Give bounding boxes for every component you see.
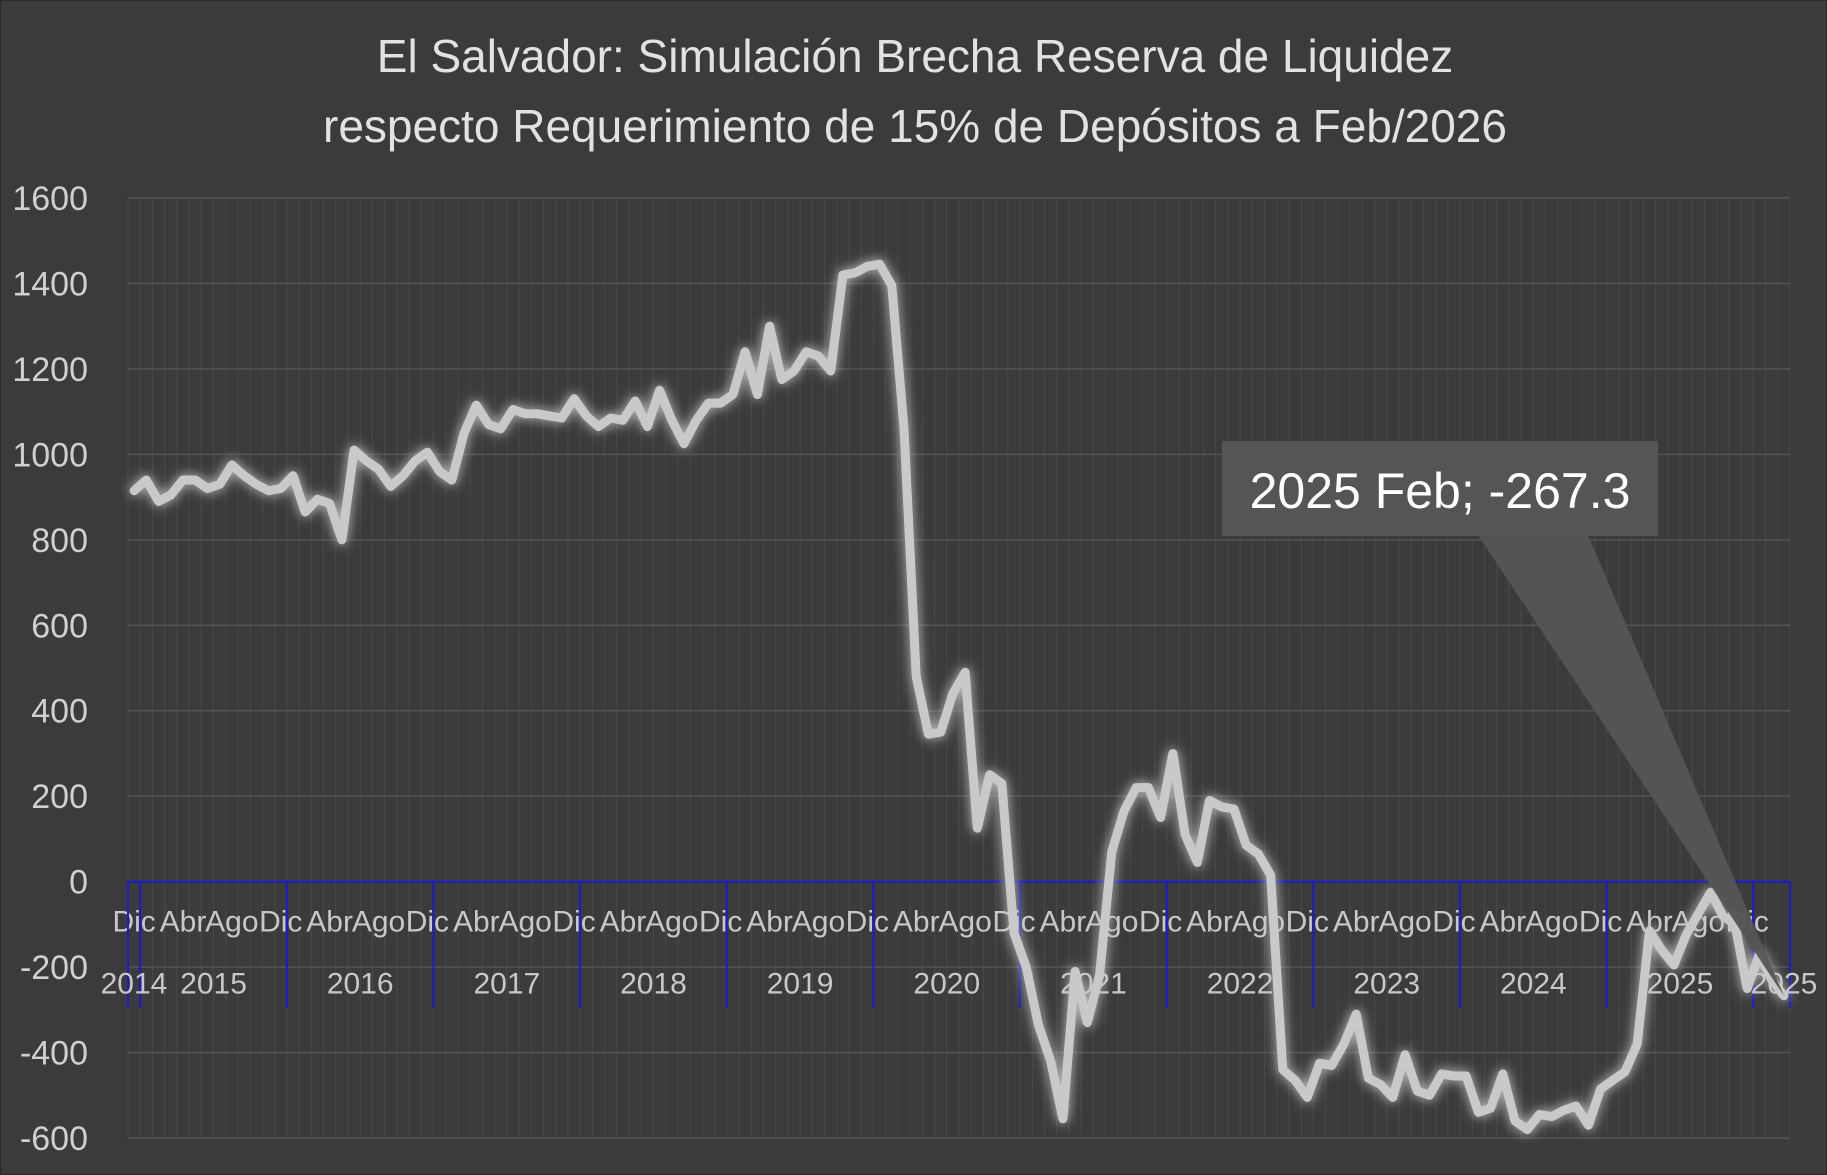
month-tick-label: Dic (552, 906, 595, 939)
y-tick-label: -200 (20, 949, 88, 987)
month-tick-label: Ago (205, 906, 258, 939)
y-tick-label: -400 (20, 1035, 88, 1073)
month-tick-label: Dic (1432, 906, 1475, 939)
y-tick-label: -600 (20, 1120, 88, 1158)
year-label: 2019 (767, 968, 834, 1001)
y-tick-label: 400 (31, 693, 88, 731)
month-tick-label: Ago (1378, 906, 1431, 939)
year-label: 2023 (1353, 968, 1420, 1001)
y-tick-label: 1400 (12, 265, 88, 303)
month-tick-label: Abr (306, 906, 353, 939)
year-label: 2014 (101, 968, 168, 1001)
month-tick-label: Abr (160, 906, 207, 939)
month-tick-label: Dic (846, 906, 889, 939)
month-tick-label: Ago (1085, 906, 1138, 939)
callout-label: 2025 Feb; -267.3 (1250, 463, 1631, 519)
month-tick-label: Abr (1040, 906, 1087, 939)
month-tick-label: Dic (1579, 906, 1622, 939)
year-label: 2020 (913, 968, 980, 1001)
year-label: 2025 (1647, 968, 1714, 1001)
year-label: 2015 (180, 968, 247, 1001)
month-tick-label: Abr (746, 906, 793, 939)
month-tick-label: Ago (938, 906, 991, 939)
series-layer (129, 259, 1789, 1134)
year-label: 2022 (1207, 968, 1274, 1001)
month-tick-label: Abr (1333, 906, 1380, 939)
chart-title: El Salvador: Simulación Brecha Reserva d… (377, 30, 1453, 82)
callout-pointer (1478, 535, 1784, 996)
callout-box (1222, 441, 1658, 536)
month-tick-label: Ago (645, 906, 698, 939)
month-tick-label: Dic (699, 906, 742, 939)
y-tick-label: 800 (31, 522, 88, 560)
year-label: 2024 (1500, 968, 1567, 1001)
month-tick-label: Dic (112, 906, 155, 939)
callout: 2025 Feb; -267.3 (1222, 441, 1784, 996)
month-tick-label: Dic (1286, 906, 1329, 939)
y-tick-label: 1000 (12, 436, 88, 474)
y-tick-label: 0 (69, 864, 88, 902)
month-tick-label: Dic (259, 906, 302, 939)
month-tick-label: Ago (498, 906, 551, 939)
year-label: 2017 (473, 968, 540, 1001)
y-tick-label: 1200 (12, 351, 88, 389)
y-axis: 1600 1400 1200 1000 800 600 400 200 0 -200 -400 -60… (12, 180, 88, 1158)
month-tick-label: Abr (600, 906, 647, 939)
month-tick-label: Dic (1139, 906, 1182, 939)
series-line (129, 259, 1789, 1134)
month-tick-label: Ago (1525, 906, 1578, 939)
month-tick-label: Abr (1479, 906, 1526, 939)
year-label: 2018 (620, 968, 687, 1001)
month-tick-label: Ago (352, 906, 405, 939)
y-tick-label: 1600 (12, 180, 88, 218)
month-tick-label: Abr (893, 906, 940, 939)
month-tick-label: Abr (453, 906, 500, 939)
chart-subtitle: respecto Requerimiento de 15% de Depósit… (323, 100, 1507, 152)
month-tick-label: Abr (1186, 906, 1233, 939)
y-tick-label: 600 (31, 607, 88, 645)
y-tick-label: 200 (31, 778, 88, 816)
year-label: 2016 (327, 968, 394, 1001)
month-tick-label: Dic (406, 906, 449, 939)
month-tick-label: Ago (792, 906, 845, 939)
